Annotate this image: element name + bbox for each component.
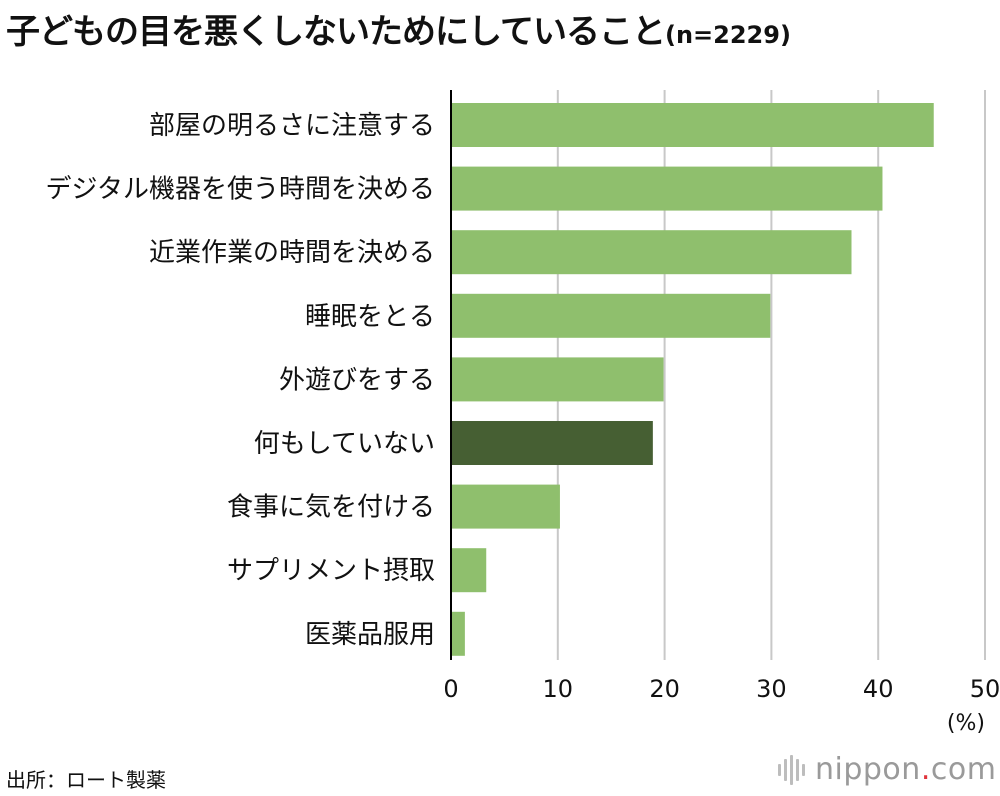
bar <box>451 484 560 529</box>
x-tick-label: 50 <box>970 675 1000 703</box>
chart-title-main: 子どもの目を悪くしないためにしていること <box>6 12 666 52</box>
logo-wordmark: nippon.com <box>815 752 997 787</box>
x-tick-label: 10 <box>543 675 574 703</box>
bar <box>451 293 771 338</box>
nippon-logo: nippon.com <box>778 752 996 787</box>
bar <box>451 103 934 147</box>
chart-title-sample-size: (n=2229) <box>664 21 791 49</box>
chart-title: 子どもの目を悪くしないためにしていること(n=2229) <box>6 4 791 53</box>
category-label: 睡眠をとる <box>305 302 435 332</box>
category-label: 近業作業の時間を決める <box>149 238 435 268</box>
category-label: デジタル機器を使う時間を決める <box>46 175 435 205</box>
bar <box>451 166 883 211</box>
source-note: 出所：ロート製薬 <box>6 768 166 792</box>
bar <box>451 357 664 402</box>
category-label: サプリメント摂取 <box>227 556 435 586</box>
x-tick-label: 0 <box>443 675 458 703</box>
category-label: 何もしていない <box>254 429 435 459</box>
category-label: 医薬品服用 <box>305 620 435 650</box>
category-label: 食事に気を付ける <box>227 493 435 523</box>
bar <box>451 548 487 593</box>
x-unit-label: (%) <box>947 711 985 736</box>
x-tick-label: 20 <box>649 675 680 703</box>
bar <box>451 230 852 275</box>
bar <box>451 421 653 465</box>
logo-bars-icon <box>778 754 805 785</box>
x-tick-label: 40 <box>863 675 894 703</box>
x-tick-label: 30 <box>756 675 787 703</box>
category-label: 外遊びをする <box>279 365 435 395</box>
category-label: 部屋の明るさに注意する <box>149 111 435 141</box>
bar <box>451 611 465 656</box>
